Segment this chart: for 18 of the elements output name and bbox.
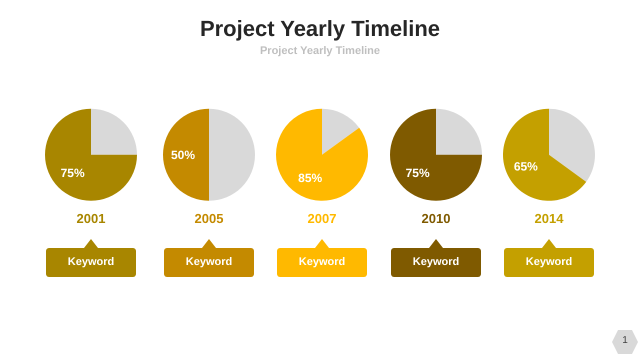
text: Keyword <box>504 248 594 277</box>
data-label: 75% <box>406 166 430 180</box>
text: 2001 <box>76 211 106 226</box>
text: Project Yearly Timeline <box>258 45 382 57</box>
data-label: 85% <box>298 170 323 185</box>
text: 1 <box>621 335 629 346</box>
text: Project Yearly Timeline <box>198 16 442 42</box>
text: Keyword <box>391 248 481 277</box>
data-label: 50% <box>170 148 196 162</box>
text: 2005 <box>194 211 224 226</box>
data-label: 65% <box>514 160 538 174</box>
text: 2014 <box>534 211 564 226</box>
text: 2010 <box>420 211 452 226</box>
text: Keyword <box>277 248 367 277</box>
text: Keyword <box>46 248 136 277</box>
text: Keyword <box>164 248 254 277</box>
text: 2007 <box>306 211 338 226</box>
data-label: 75% <box>60 166 85 180</box>
